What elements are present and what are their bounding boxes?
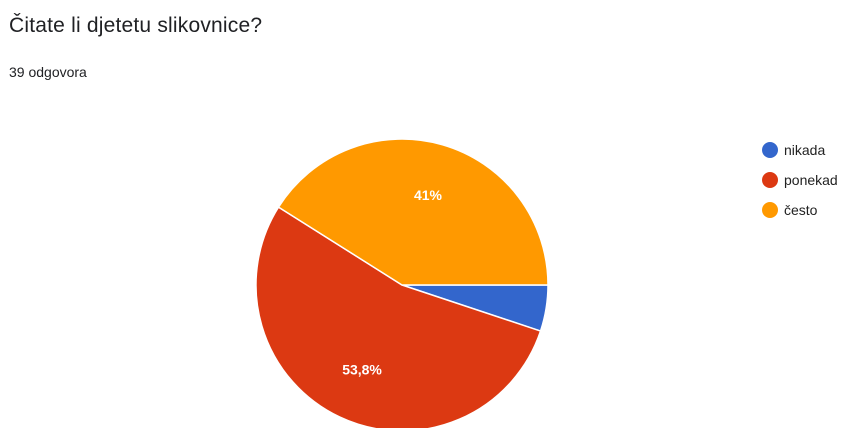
legend-item-cesto[interactable]: često — [762, 198, 838, 221]
response-count: 39 odgovora — [9, 64, 87, 80]
legend-label: često — [784, 201, 818, 218]
legend-item-ponekad[interactable]: ponekad — [762, 168, 838, 191]
pie-slice-ponekad[interactable] — [255, 206, 542, 428]
slice-value-label: 53,8% — [342, 361, 382, 377]
legend-swatch-icon — [762, 141, 778, 158]
legend-item-nikada[interactable]: nikada — [762, 138, 838, 161]
legend-swatch-icon — [762, 171, 778, 188]
legend-label: ponekad — [784, 171, 838, 188]
pie-slices — [255, 138, 549, 428]
legend-label: nikada — [784, 141, 826, 158]
slice-value-label: 41% — [414, 187, 443, 203]
legend-swatch-icon — [762, 201, 778, 218]
pie-labels: 53,8% 41% — [342, 187, 442, 377]
legend: nikada ponekad često — [762, 138, 838, 228]
pie-slice-cesto[interactable] — [277, 138, 549, 286]
question-title: Čitate li djetetu slikovnice? — [9, 14, 263, 37]
